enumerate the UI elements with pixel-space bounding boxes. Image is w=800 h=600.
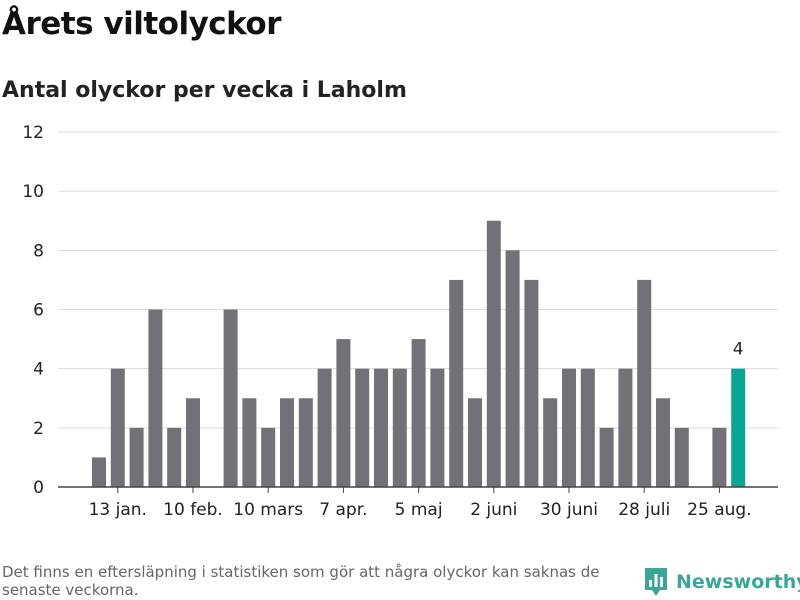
x-tick-label: 10 feb. (163, 500, 223, 520)
x-tick-label: 2 juni (470, 500, 517, 520)
bar (374, 368, 388, 487)
bar (110, 368, 125, 487)
x-tick-label: 28 juli (618, 500, 670, 520)
bar (543, 398, 558, 487)
bar (298, 398, 313, 487)
y-tick-label: 2 (33, 419, 44, 439)
bar (392, 368, 407, 487)
bar (430, 368, 445, 487)
bar (599, 427, 614, 487)
bar (148, 309, 163, 487)
bar (280, 398, 294, 487)
footnote: Det finns en eftersläpning i statistiken… (2, 563, 600, 599)
bar (486, 220, 501, 487)
bar (167, 427, 182, 487)
bar (618, 368, 633, 487)
bar (505, 250, 520, 487)
bar (411, 339, 426, 487)
y-tick-label: 12 (22, 123, 44, 143)
bar (223, 309, 238, 487)
newsworthy-logo: Newsworthy (644, 567, 800, 597)
bar (468, 398, 482, 487)
newsworthy-chart-icon (645, 568, 667, 596)
y-tick-label: 4 (33, 360, 44, 380)
bar (186, 398, 200, 487)
bar (317, 368, 332, 487)
x-tick-label: 5 maj (395, 500, 443, 520)
x-tick-label: 10 mars (233, 500, 303, 520)
bar-chart: 0 2 4 6 8 10 12 13 jan. 10 feb. 10 mars 7 apr. 5 ma… (22, 123, 778, 520)
bar (674, 427, 689, 487)
x-tick-label: 13 jan. (89, 500, 147, 520)
x-tick-label: 7 apr. (319, 500, 367, 520)
data-label: 4 (733, 340, 744, 360)
bar (656, 398, 670, 487)
bar (261, 427, 276, 487)
bar (129, 427, 144, 487)
bar (92, 457, 106, 487)
y-tick-label: 8 (33, 241, 44, 261)
bar (449, 279, 464, 487)
bar (524, 279, 539, 487)
bar (712, 427, 727, 487)
bar (562, 368, 576, 487)
bar (580, 368, 595, 487)
bar (242, 398, 257, 487)
bar-highlight (731, 368, 746, 487)
bar (355, 368, 370, 487)
y-tick-label: 10 (22, 182, 44, 202)
y-tick-label: 6 (33, 301, 44, 321)
x-tick-label: 25 aug. (687, 500, 751, 520)
bar (336, 339, 351, 487)
logo-text: Newsworthy (676, 571, 800, 593)
y-tick-label: 0 (33, 478, 44, 498)
bar (637, 279, 652, 487)
x-tick-label: 30 juni (540, 500, 598, 520)
chart-subtitle: Antal olyckor per vecka i Laholm (2, 78, 407, 103)
chart-title: Årets viltolyckor (2, 6, 282, 42)
